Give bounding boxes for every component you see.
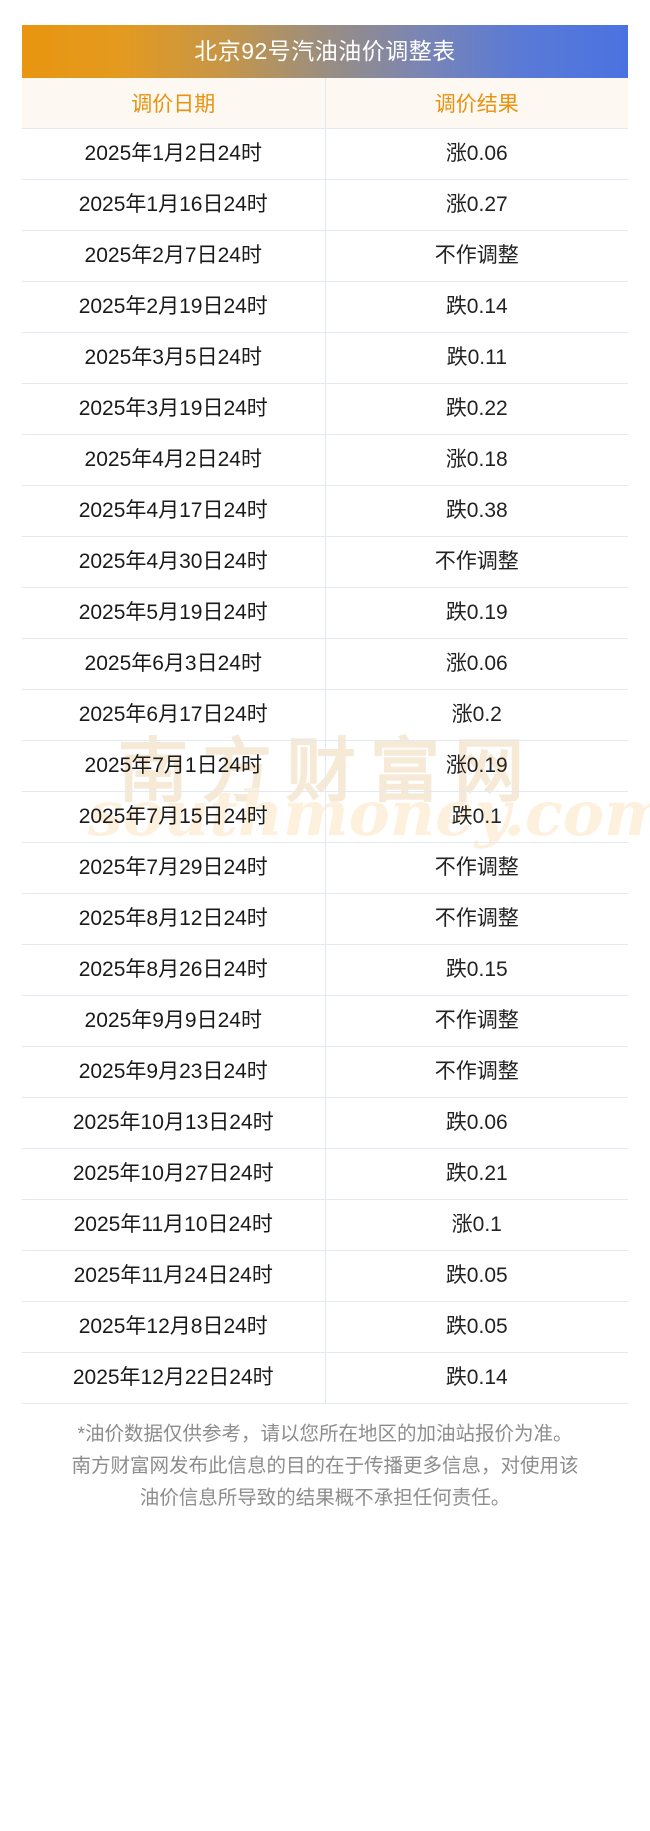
cell-adjustment-result: 不作调整: [325, 842, 628, 894]
cell-adjustment-date: 2025年8月12日24时: [22, 893, 326, 945]
cell-adjustment-result: 跌0.19: [325, 587, 628, 639]
table-row: 2025年4月17日24时 跌0.38: [22, 485, 628, 537]
table-row: 2025年11月24日24时 跌0.05: [22, 1250, 628, 1302]
page-title: 北京92号汽油油价调整表: [194, 38, 456, 64]
column-header-result: 调价结果: [325, 78, 628, 129]
cell-adjustment-result: 跌0.05: [325, 1250, 628, 1302]
table-row: 2025年11月10日24时 涨0.1: [22, 1199, 628, 1251]
cell-adjustment-result: 不作调整: [325, 893, 628, 945]
table-row: 2025年3月5日24时 跌0.11: [22, 332, 628, 384]
table-row: 2025年10月13日24时 跌0.06: [22, 1097, 628, 1149]
cell-adjustment-result: 不作调整: [325, 995, 628, 1047]
cell-adjustment-result: 跌0.1: [325, 791, 628, 843]
table-row: 2025年9月23日24时 不作调整: [22, 1046, 628, 1098]
table-row: 2025年7月29日24时 不作调整: [22, 842, 628, 894]
column-header-date: 调价日期: [22, 78, 326, 129]
cell-adjustment-date: 2025年4月30日24时: [22, 536, 326, 588]
cell-adjustment-date: 2025年7月29日24时: [22, 842, 326, 894]
table-row: 2025年1月16日24时 涨0.27: [22, 179, 628, 231]
cell-adjustment-result: 跌0.06: [325, 1097, 628, 1149]
table-row: 2025年5月19日24时 跌0.19: [22, 587, 628, 639]
table-row: 2025年8月26日24时 跌0.15: [22, 944, 628, 996]
cell-adjustment-result: 涨0.19: [325, 740, 628, 792]
footnote-line-2: 南方财富网发布此信息的目的在于传播更多信息，对使用该: [71, 1455, 579, 1477]
cell-adjustment-date: 2025年3月5日24时: [22, 332, 326, 384]
cell-adjustment-result: 跌0.22: [325, 383, 628, 435]
cell-adjustment-result: 涨0.27: [325, 179, 628, 231]
cell-adjustment-date: 2025年10月13日24时: [22, 1097, 326, 1149]
cell-adjustment-result: 涨0.1: [325, 1199, 628, 1251]
cell-adjustment-result: 涨0.06: [325, 128, 628, 180]
table-row: 2025年6月17日24时 涨0.2: [22, 689, 628, 741]
table-row: 2025年8月12日24时 不作调整: [22, 893, 628, 945]
table-row: 2025年4月30日24时 不作调整: [22, 536, 628, 588]
cell-adjustment-date: 2025年9月9日24时: [22, 995, 326, 1047]
cell-adjustment-date: 2025年12月22日24时: [22, 1352, 326, 1404]
table-row: 2025年9月9日24时 不作调整: [22, 995, 628, 1047]
oil-price-table-page: 南方财富网 southmoney.com 北京92号汽油油价调整表 调价日期 调…: [0, 25, 650, 1831]
table-row: 2025年1月2日24时 涨0.06: [22, 128, 628, 180]
table-body: 2025年1月2日24时 涨0.06 2025年1月16日24时 涨0.27 2025年…: [22, 128, 628, 1404]
price-adjustment-table: 调价日期 调价结果 2025年1月2日24时 涨0.06 2025年1月16日24时…: [22, 78, 628, 1404]
table-row: 2025年2月7日24时 不作调整: [22, 230, 628, 282]
cell-adjustment-date: 2025年4月2日24时: [22, 434, 326, 486]
footnote-disclaimer: *油价数据仅供参考，请以您所在地区的加油站报价为准。 南方财富网发布此信息的目的…: [22, 1418, 628, 1514]
cell-adjustment-date: 2025年7月1日24时: [22, 740, 326, 792]
cell-adjustment-date: 2025年4月17日24时: [22, 485, 326, 537]
cell-adjustment-date: 2025年8月26日24时: [22, 944, 326, 996]
cell-adjustment-result: 涨0.18: [325, 434, 628, 486]
table-row: 2025年2月19日24时 跌0.14: [22, 281, 628, 333]
cell-adjustment-date: 2025年10月27日24时: [22, 1148, 326, 1200]
table-row: 2025年7月1日24时 涨0.19: [22, 740, 628, 792]
cell-adjustment-result: 跌0.14: [325, 281, 628, 333]
cell-adjustment-date: 2025年6月17日24时: [22, 689, 326, 741]
cell-adjustment-result: 涨0.2: [325, 689, 628, 741]
table-row: 2025年6月3日24时 涨0.06: [22, 638, 628, 690]
cell-adjustment-date: 2025年11月24日24时: [22, 1250, 326, 1302]
cell-adjustment-result: 不作调整: [325, 230, 628, 282]
cell-adjustment-result: 跌0.38: [325, 485, 628, 537]
cell-adjustment-result: 跌0.14: [325, 1352, 628, 1404]
table-title-bar: 北京92号汽油油价调整表: [22, 25, 628, 78]
table-header-row: 调价日期 调价结果: [22, 78, 628, 129]
cell-adjustment-date: 2025年12月8日24时: [22, 1301, 326, 1353]
table-row: 2025年12月8日24时 跌0.05: [22, 1301, 628, 1353]
cell-adjustment-result: 跌0.21: [325, 1148, 628, 1200]
footnote-line-1: *油价数据仅供参考，请以您所在地区的加油站报价为准。: [77, 1423, 573, 1445]
cell-adjustment-result: 不作调整: [325, 1046, 628, 1098]
footnote-line-3: 油价信息所导致的结果概不承担任何责任。: [139, 1487, 511, 1509]
cell-adjustment-date: 2025年6月3日24时: [22, 638, 326, 690]
table-row: 2025年7月15日24时 跌0.1: [22, 791, 628, 843]
cell-adjustment-date: 2025年5月19日24时: [22, 587, 326, 639]
cell-adjustment-result: 跌0.05: [325, 1301, 628, 1353]
cell-adjustment-date: 2025年1月16日24时: [22, 179, 326, 231]
table-row: 2025年12月22日24时 跌0.14: [22, 1352, 628, 1404]
cell-adjustment-date: 2025年2月19日24时: [22, 281, 326, 333]
table-header: 调价日期 调价结果: [22, 78, 628, 129]
cell-adjustment-date: 2025年7月15日24时: [22, 791, 326, 843]
cell-adjustment-date: 2025年9月23日24时: [22, 1046, 326, 1098]
cell-adjustment-result: 跌0.15: [325, 944, 628, 996]
cell-adjustment-result: 跌0.11: [325, 332, 628, 384]
cell-adjustment-date: 2025年11月10日24时: [22, 1199, 326, 1251]
cell-adjustment-date: 2025年3月19日24时: [22, 383, 326, 435]
table-row: 2025年3月19日24时 跌0.22: [22, 383, 628, 435]
table-row: 2025年10月27日24时 跌0.21: [22, 1148, 628, 1200]
cell-adjustment-result: 不作调整: [325, 536, 628, 588]
cell-adjustment-date: 2025年1月2日24时: [22, 128, 326, 180]
table-row: 2025年4月2日24时 涨0.18: [22, 434, 628, 486]
cell-adjustment-result: 涨0.06: [325, 638, 628, 690]
cell-adjustment-date: 2025年2月7日24时: [22, 230, 326, 282]
